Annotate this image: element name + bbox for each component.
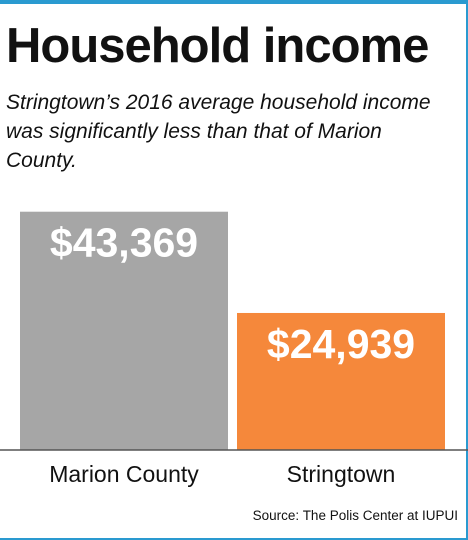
bar-marion-county	[20, 211, 228, 450]
category-label-stringtown: Stringtown	[287, 461, 396, 487]
category-label-marion-county: Marion County	[49, 461, 199, 487]
value-label-stringtown: $24,939	[267, 321, 415, 367]
chart-title: Household income	[6, 19, 429, 73]
bar-chart: $43,369 Marion County $24,939 Stringtown	[0, 211, 468, 487]
source-note: Source: The Polis Center at IUPUI	[252, 508, 458, 523]
bar-stringtown	[237, 312, 445, 450]
value-label-marion-county: $43,369	[50, 220, 198, 266]
chart-subtitle: Stringtown’s 2016 average household inco…	[6, 91, 431, 172]
